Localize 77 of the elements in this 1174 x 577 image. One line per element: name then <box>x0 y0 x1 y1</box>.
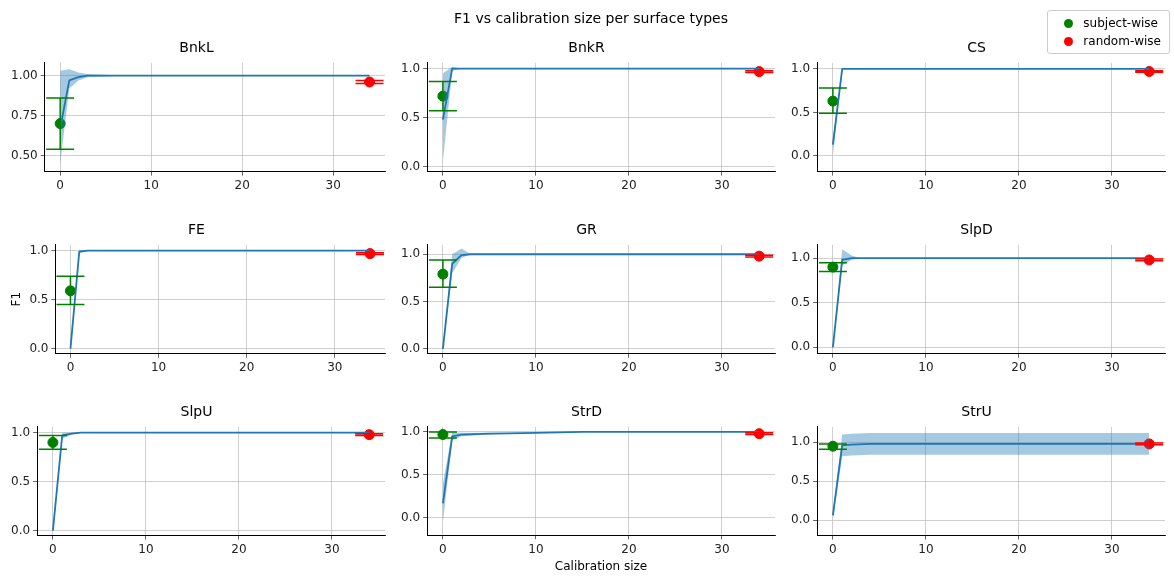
x-tick-label: 10 <box>528 177 544 192</box>
y-tick-label: 0.0 <box>790 512 811 527</box>
y-tick-label: 1.0 <box>790 250 811 265</box>
y-tick-label: 0.5 <box>400 109 421 124</box>
y-tick-label: 0.75 <box>11 107 38 122</box>
x-tick-label: 30 <box>324 541 340 556</box>
x-tick-label: 10 <box>138 541 154 556</box>
legend-label: random-wise <box>1083 33 1161 50</box>
y-tick-label: 0.0 <box>790 339 811 354</box>
x-tick-label: 30 <box>714 177 730 192</box>
y-tick-label: 0.0 <box>790 148 811 163</box>
x-tick-label: 10 <box>150 359 167 374</box>
y-tick-label: 0.0 <box>400 158 421 173</box>
chart-title: SlpU <box>180 403 213 420</box>
y-tick-label: 0.5 <box>790 473 811 488</box>
x-tick-label: 30 <box>714 359 730 374</box>
x-tick-label: 10 <box>918 359 934 374</box>
chart-title: BnkL <box>179 39 214 56</box>
x-tick-label: 0 <box>829 177 837 192</box>
y-tick-label: 0.50 <box>11 147 38 162</box>
x-tick-label: 20 <box>231 541 247 556</box>
y-tick-label: 1.0 <box>10 424 31 439</box>
x-tick-label: 0 <box>439 177 447 192</box>
y-tick-label: 0.5 <box>29 291 49 306</box>
y-tick-label: 0.5 <box>790 294 811 309</box>
x-tick-label: 0 <box>829 359 837 374</box>
x-tick-label: 0 <box>439 359 447 374</box>
chart-title: FE <box>188 221 205 238</box>
y-tick-label: 0.0 <box>29 340 49 355</box>
chart-title: BnkR <box>568 39 605 56</box>
y-tick-label: 1.0 <box>790 61 811 76</box>
x-tick-label: 20 <box>1011 177 1027 192</box>
x-tick-label: 0 <box>829 541 837 556</box>
chart-title: StrD <box>571 403 602 420</box>
x-tick-label: 20 <box>621 359 637 374</box>
y-tick-label: 1.00 <box>11 67 38 82</box>
chart-title: SlpD <box>960 221 993 238</box>
x-tick-label: 30 <box>1104 541 1120 556</box>
x-tick-label: 0 <box>56 177 65 192</box>
y-tick-label: 0.5 <box>400 293 421 308</box>
chart-title: CS <box>967 39 986 56</box>
x-tick-label: 30 <box>327 359 343 374</box>
y-axis-title: F1 <box>9 291 24 307</box>
y-tick-label: 0.5 <box>790 104 811 119</box>
x-tick-label: 10 <box>528 359 544 374</box>
y-tick-label: 0.5 <box>10 473 31 488</box>
y-tick-label: 0.0 <box>10 522 31 537</box>
x-tick-label: 0 <box>49 541 57 556</box>
x-tick-label: 20 <box>239 359 255 374</box>
y-tick-label: 1.0 <box>400 424 421 439</box>
x-tick-label: 30 <box>714 541 730 556</box>
x-tick-label: 10 <box>143 177 159 192</box>
legend-label: subject-wise <box>1083 15 1158 32</box>
x-tick-label: 30 <box>1104 359 1120 374</box>
x-tick-label: 0 <box>66 359 75 374</box>
x-tick-label: 10 <box>528 541 544 556</box>
x-tick-label: 20 <box>621 541 637 556</box>
x-axis-title: Calibration size <box>554 558 648 573</box>
x-tick-label: 10 <box>918 177 934 192</box>
x-tick-label: 30 <box>1104 177 1120 192</box>
y-tick-label: 1.0 <box>400 60 421 75</box>
x-tick-label: 20 <box>1011 541 1027 556</box>
x-tick-label: 10 <box>918 541 934 556</box>
y-tick-label: 1.0 <box>29 242 49 257</box>
x-tick-label: 20 <box>1011 359 1027 374</box>
x-tick-label: 20 <box>234 177 250 192</box>
chart-title: StrU <box>961 403 992 420</box>
y-tick-label: 1.0 <box>790 434 811 449</box>
y-tick-label: 0.5 <box>400 467 421 482</box>
x-tick-label: 30 <box>325 177 341 192</box>
x-tick-label: 0 <box>439 541 447 556</box>
y-tick-label: 0.0 <box>400 340 421 355</box>
x-tick-label: 20 <box>621 177 637 192</box>
y-tick-label: 0.0 <box>400 510 421 525</box>
chart-title: GR <box>576 221 598 238</box>
text: F1 vs calibration size per surface types <box>453 10 729 26</box>
y-tick-label: 1.0 <box>400 246 421 261</box>
